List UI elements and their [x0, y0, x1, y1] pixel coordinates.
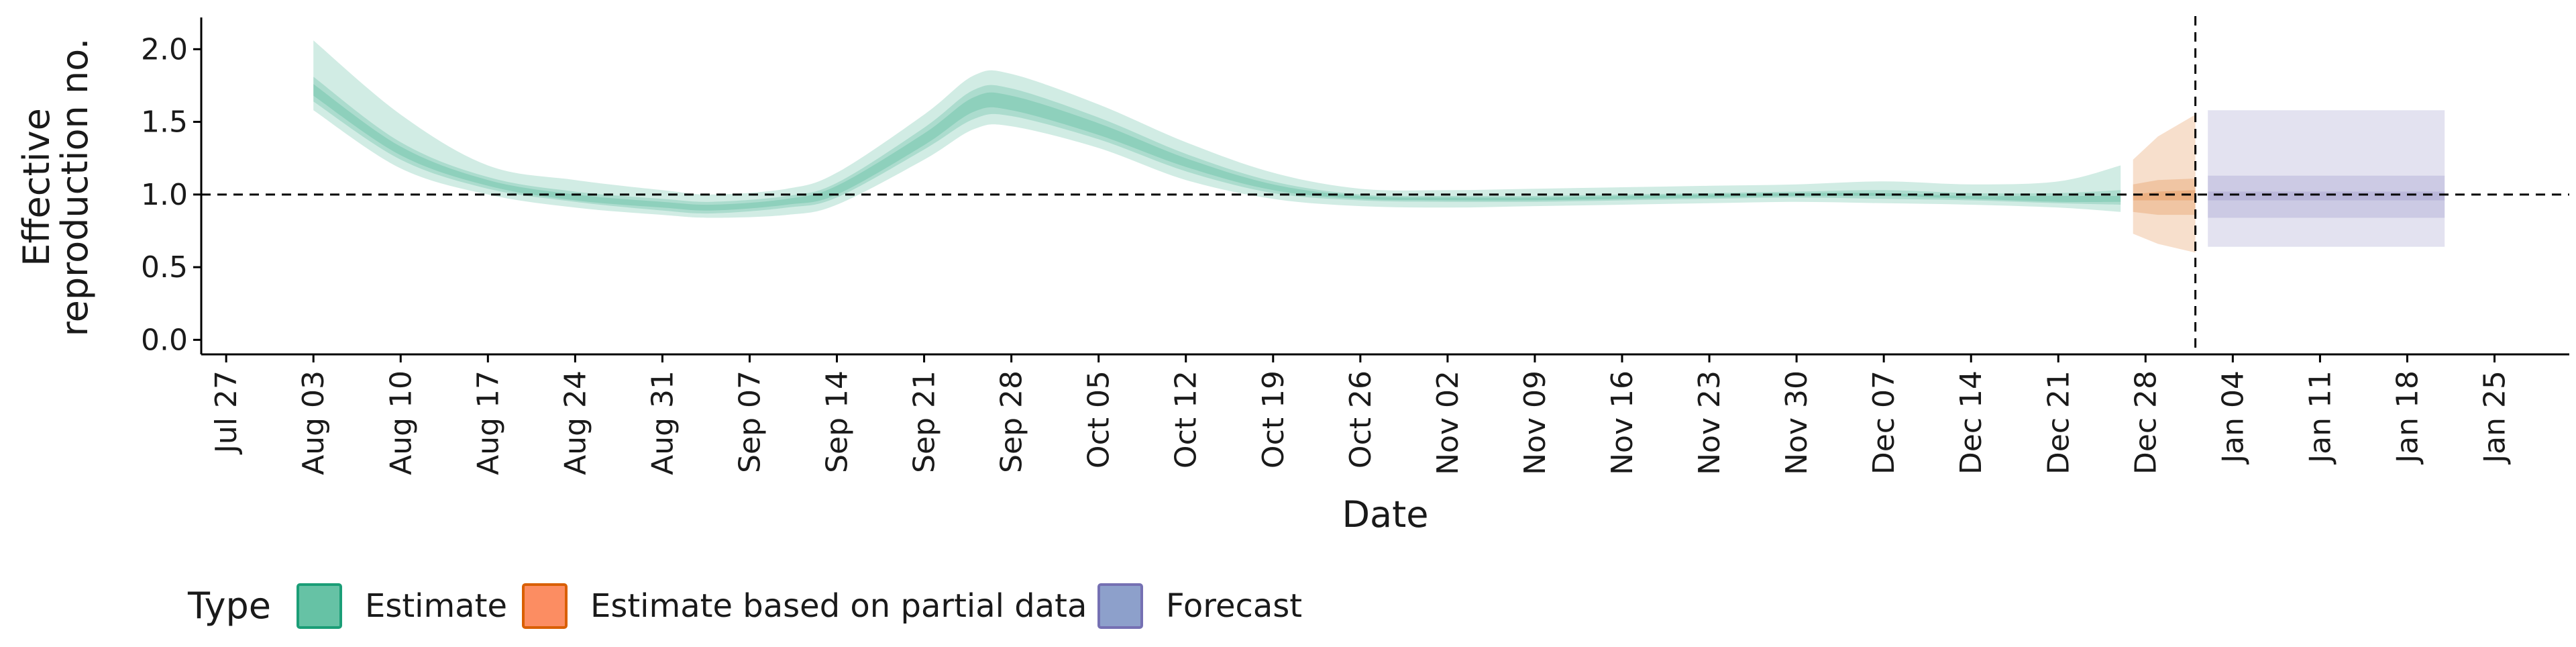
y-tick-label: 1.0: [141, 178, 188, 212]
x-tick-label: Nov 30: [1780, 370, 1814, 475]
x-tick-label: Dec 21: [2041, 370, 2076, 475]
x-tick-label: Aug 10: [384, 370, 418, 475]
x-tick-label: Sep 21: [908, 370, 942, 473]
legend: Type Estimate Estimate based on partial da…: [187, 583, 1302, 629]
x-tick-label: Aug 31: [645, 370, 680, 475]
legend-label: Estimate based on partial data: [590, 587, 1087, 625]
ribbon-layer: [313, 40, 2445, 253]
x-tick-label: Nov 16: [1605, 370, 1640, 475]
series-forecast: [2208, 110, 2445, 247]
legend-item-forecast: Forecast: [1097, 583, 1302, 629]
band-50-estimate-based-on-partial-data: [2133, 179, 2196, 215]
y-tick-label: 0.0: [141, 323, 188, 357]
x-tick-label: Sep 14: [820, 370, 855, 473]
band-90-forecast: [2208, 110, 2445, 247]
legend-item-estimate: Estimate: [297, 583, 507, 629]
y-axis-title-line: Effective: [15, 108, 58, 266]
x-tick-label: Oct 26: [1344, 370, 1378, 468]
x-tick-label: Dec 07: [1867, 370, 1901, 475]
series-estimate-based-on-partial-data: [2133, 114, 2196, 253]
band-50-forecast: [2208, 175, 2445, 218]
legend-swatch: [297, 583, 342, 629]
x-tick-label: Aug 03: [297, 370, 331, 475]
axes-layer: 0.0 0.5 1.0 1.5 2.0 Jul 27 Aug 03 Aug 10 Aug 17 A…: [15, 17, 2569, 536]
band-90-estimate-based-on-partial-data: [2133, 114, 2196, 253]
series-estimate: [313, 40, 2121, 218]
x-tick-label: Oct 12: [1169, 370, 1203, 468]
y-axis-title-line: reproduction no.: [54, 38, 96, 337]
x-tick-label: Sep 07: [733, 370, 767, 473]
x-tick-label: Nov 09: [1518, 370, 1552, 475]
x-tick-label: Aug 17: [471, 370, 505, 475]
x-tick-label: Oct 05: [1082, 370, 1116, 468]
x-tick-label: Jan 04: [2216, 370, 2250, 465]
legend-swatch: [522, 583, 568, 629]
y-tick-label: 1.5: [141, 105, 188, 140]
band-20-forecast: [2208, 191, 2445, 201]
x-tick-label: Aug 24: [558, 370, 592, 475]
x-tick-label: Sep 28: [995, 370, 1029, 473]
x-tick-label: Jan 18: [2391, 370, 2425, 465]
legend-swatch: [1097, 583, 1143, 629]
reference-lines: [201, 16, 2569, 354]
x-tick-label: Dec 28: [2129, 370, 2163, 475]
band-20-estimate-based-on-partial-data: [2133, 190, 2196, 201]
legend-item-estimate-based-on-partial-data: Estimate based on partial data: [522, 583, 1087, 629]
legend-label: Estimate: [365, 587, 507, 625]
x-axis-title: Date: [1342, 493, 1428, 536]
legend-label: Forecast: [1166, 587, 1302, 625]
legend-title: Type: [187, 585, 271, 627]
x-tick-label: Dec 14: [1954, 370, 1988, 475]
x-tick-label: Nov 23: [1693, 370, 1727, 475]
x-tick-label: Nov 02: [1431, 370, 1465, 475]
y-tick-label: 2.0: [141, 32, 188, 66]
x-tick-label: Jul 27: [209, 370, 244, 455]
x-tick-label: Oct 19: [1256, 370, 1291, 468]
x-tick-label: Jan 25: [2478, 370, 2512, 465]
y-tick-label: 0.5: [141, 250, 188, 285]
band-90-estimate: [313, 40, 2121, 218]
x-tick-label: Jan 11: [2303, 370, 2337, 465]
